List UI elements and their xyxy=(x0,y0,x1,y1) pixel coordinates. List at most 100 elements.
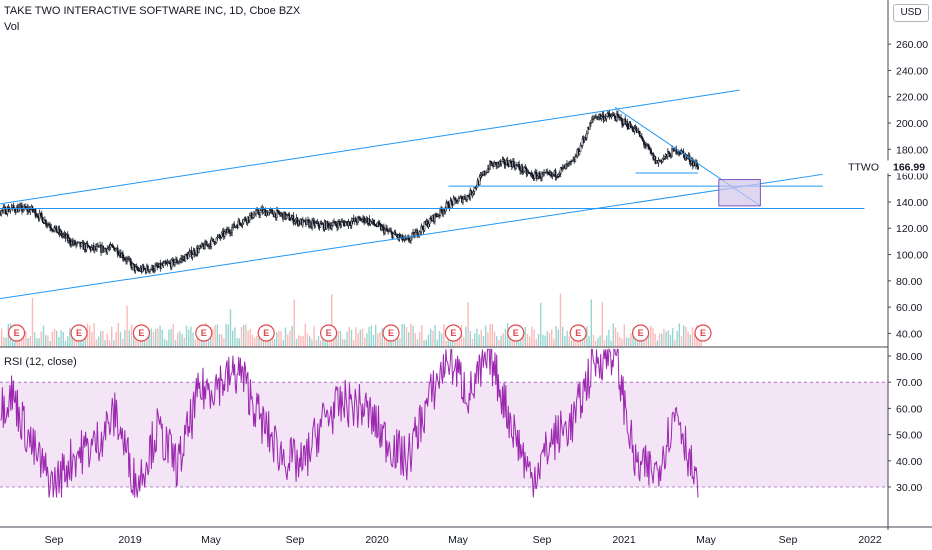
candle-body xyxy=(178,261,180,263)
volume-bar xyxy=(34,332,36,347)
candle-body xyxy=(580,145,583,147)
candle-body xyxy=(590,122,592,124)
volume-bar xyxy=(62,331,64,347)
earnings-marker-label[interactable]: E xyxy=(450,328,456,338)
earnings-marker[interactable]: E xyxy=(569,324,587,342)
volume-bar xyxy=(181,334,183,347)
candle-body xyxy=(435,213,437,217)
volume-bar xyxy=(410,323,412,347)
candle-body xyxy=(597,117,600,120)
volume-bar xyxy=(467,302,469,347)
upper-channel-line[interactable] xyxy=(0,89,740,208)
candle-body xyxy=(600,115,603,119)
earnings-marker-label[interactable]: E xyxy=(263,328,269,338)
earnings-marker-label[interactable]: E xyxy=(76,328,82,338)
candle-body xyxy=(458,197,461,199)
earnings-circle[interactable] xyxy=(70,324,88,342)
earnings-circle[interactable] xyxy=(444,324,462,342)
rsi-series xyxy=(0,347,699,498)
volume-bar xyxy=(511,337,513,347)
earnings-circle[interactable] xyxy=(195,324,213,342)
volume-bar xyxy=(221,334,223,347)
earnings-marker[interactable]: E xyxy=(694,324,712,342)
candle-body xyxy=(132,263,135,265)
volume-bar xyxy=(628,337,630,347)
candle-body xyxy=(420,225,423,232)
earnings-marker[interactable]: E xyxy=(8,324,26,342)
candle-body xyxy=(317,221,320,227)
candle-body xyxy=(668,151,670,154)
candle-body xyxy=(193,250,196,255)
volume-bar xyxy=(75,339,78,347)
candle-body xyxy=(561,166,564,169)
earnings-circle[interactable] xyxy=(382,324,400,342)
earnings-circle[interactable] xyxy=(694,324,712,342)
earnings-marker-label[interactable]: E xyxy=(14,328,20,338)
volume-bar xyxy=(487,332,489,347)
volume-bar xyxy=(408,332,410,347)
earnings-circle[interactable] xyxy=(8,324,26,342)
earnings-marker[interactable]: E xyxy=(132,324,150,342)
volume-bar xyxy=(562,326,564,347)
earnings-circle[interactable] xyxy=(320,324,338,342)
earnings-marker-label[interactable]: E xyxy=(575,328,581,338)
earnings-marker-label[interactable]: E xyxy=(201,328,207,338)
volume-bar xyxy=(529,336,531,347)
candle-body xyxy=(157,266,160,268)
earnings-marker-label[interactable]: E xyxy=(638,328,644,338)
candle-body xyxy=(486,171,488,174)
volume-bar xyxy=(287,334,289,347)
volume-bar xyxy=(183,337,185,347)
earnings-marker[interactable]: E xyxy=(382,324,400,342)
volume-bar xyxy=(56,330,58,347)
target-zone-box[interactable] xyxy=(718,179,761,207)
earnings-marker-label[interactable]: E xyxy=(700,328,706,338)
earnings-marker[interactable]: E xyxy=(444,324,462,342)
volume-bar xyxy=(687,331,689,347)
candle-body xyxy=(524,166,527,169)
earnings-circle[interactable] xyxy=(132,324,150,342)
price-tick-label: 140.00 xyxy=(896,197,928,209)
candle-body xyxy=(228,229,230,233)
earnings-marker[interactable]: E xyxy=(257,324,275,342)
trendline-drawings[interactable] xyxy=(0,89,865,303)
volume-bar xyxy=(564,336,566,347)
earnings-marker-label[interactable]: E xyxy=(388,328,394,338)
candle-body xyxy=(239,222,242,225)
earnings-circle[interactable] xyxy=(569,324,587,342)
candle-body xyxy=(444,207,447,212)
volume-bar xyxy=(249,329,251,347)
volume-bar xyxy=(601,301,603,347)
earnings-marker-label[interactable]: E xyxy=(326,328,332,338)
volume-bar xyxy=(315,339,317,347)
candle-body xyxy=(108,247,111,249)
earnings-marker[interactable]: E xyxy=(195,324,213,342)
earnings-circle[interactable] xyxy=(507,324,525,342)
candle-body xyxy=(539,172,541,179)
candle-body xyxy=(613,115,616,119)
volume-bar xyxy=(482,335,485,347)
volume-bar xyxy=(317,336,320,347)
volume-bar xyxy=(621,338,623,347)
earnings-circle[interactable] xyxy=(257,324,275,342)
currency-button[interactable]: USD xyxy=(893,4,929,22)
lower-channel-line[interactable] xyxy=(0,173,823,303)
earnings-circle[interactable] xyxy=(631,324,650,342)
earnings-marker-label[interactable]: E xyxy=(138,328,144,338)
candle-body xyxy=(374,224,377,227)
candle-body xyxy=(271,210,274,215)
earnings-marker[interactable]: E xyxy=(70,324,88,342)
earnings-marker[interactable]: E xyxy=(320,324,338,342)
volume-bar xyxy=(86,323,89,347)
earnings-marker[interactable]: E xyxy=(507,324,525,342)
volume-bar xyxy=(403,324,405,347)
earnings-marker-label[interactable]: E xyxy=(513,328,519,338)
volume-bar xyxy=(119,331,122,347)
volume-bar xyxy=(31,297,34,347)
volume-bar xyxy=(302,335,304,347)
earnings-marker[interactable]: E xyxy=(631,324,650,342)
candle-body xyxy=(190,250,193,258)
volume-bar xyxy=(188,329,190,347)
volume-bar xyxy=(663,328,665,347)
